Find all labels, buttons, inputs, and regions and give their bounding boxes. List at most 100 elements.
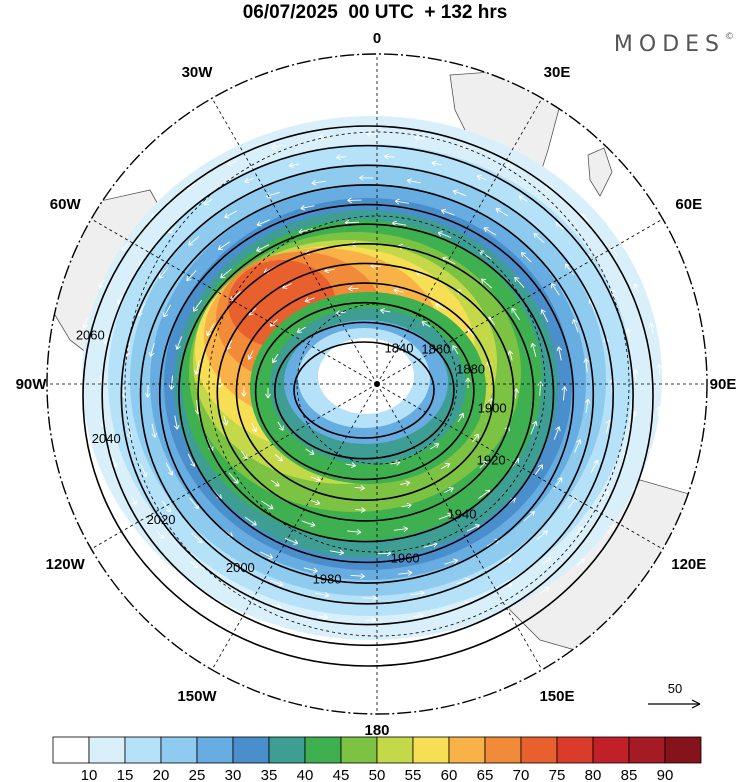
lat-lon-grid (47, 54, 707, 714)
wind-vector (298, 228, 313, 233)
wind-vector (605, 419, 611, 434)
wind-vector-head (530, 342, 537, 348)
wind-vector-head (656, 406, 662, 411)
colorbar-tick-label: 20 (153, 767, 170, 782)
wind-vector (147, 554, 155, 562)
wind-vector-head (224, 213, 230, 219)
geopotential-contours: 1840 1860 1880 1900 1920 1940 1960 1980 2000 2020… (76, 125, 654, 667)
wind-speed-core (318, 338, 414, 414)
colorbar-swatch (520, 736, 558, 764)
wind-vector (551, 283, 560, 296)
wind-vector-head (414, 134, 420, 141)
wind-vector (488, 316, 496, 326)
wind-vector (444, 487, 454, 493)
wind-vector-head (265, 393, 271, 399)
wind-vector-head (271, 144, 277, 150)
wind-vector-head (511, 307, 517, 313)
wind-vector-head (403, 526, 409, 532)
wind-vector-head (188, 240, 194, 246)
wind-vector (151, 423, 156, 438)
wind-vector (161, 500, 171, 513)
colorbar-swatch (88, 736, 126, 764)
wind-vector-head (158, 273, 164, 279)
wind-vector-head (514, 276, 520, 282)
wind-vector (248, 350, 254, 360)
wind-vector-head (360, 485, 365, 491)
wind-vector (269, 319, 278, 327)
wind-vector-head (315, 499, 321, 506)
wind-vector (345, 463, 356, 467)
colorbar-swatch (628, 736, 666, 764)
wind-vector (140, 463, 147, 478)
wind-vector (336, 156, 347, 158)
wind-vector-head (447, 512, 453, 519)
contour-line (274, 321, 455, 460)
wind-vector-head (163, 312, 169, 318)
wind-vector (440, 463, 451, 470)
contour-line (178, 223, 555, 564)
contour-line (254, 301, 475, 481)
colorbar-tick-label: 35 (261, 767, 278, 782)
colorbar-swatch (376, 736, 414, 764)
wind-vector (188, 235, 200, 246)
wind-vector-head (315, 476, 321, 482)
contour-label: 1900 (478, 401, 507, 416)
wind-vector (518, 195, 528, 202)
wind-vector (118, 520, 126, 530)
contour-line (82, 125, 654, 667)
wind-vector (76, 359, 79, 370)
wind-vector-head (565, 263, 571, 269)
brand-logo: MODES© (614, 32, 734, 57)
contour-label: 1920 (477, 452, 506, 467)
contour-label: 2060 (76, 327, 105, 342)
wind-vector-head (203, 199, 209, 205)
longitude-label: 120E (671, 556, 706, 573)
wind-vector-head (393, 287, 399, 294)
wind-vector (576, 558, 585, 566)
wind-vector (174, 415, 178, 430)
wind-vector-head (256, 246, 262, 252)
wind-vector (626, 328, 631, 339)
wind-vector (256, 244, 270, 252)
wind-vector-head (310, 521, 316, 528)
wind-vector (509, 350, 513, 361)
wind-vector-head (555, 426, 561, 432)
wind-vector (301, 520, 316, 526)
wind-vector (657, 406, 660, 417)
wind-vector (472, 433, 479, 443)
wind-vector-head (222, 420, 229, 426)
wind-vector (477, 175, 487, 181)
wind-vector-head (633, 283, 639, 289)
wind-vector (272, 353, 279, 363)
wind-vector (540, 587, 550, 594)
colorbar-tick-label: 10 (81, 767, 98, 782)
wind-vector-head (545, 557, 552, 563)
wind-vector (305, 448, 315, 455)
wind-vector-head (584, 398, 591, 404)
wind-vector-head (458, 412, 464, 419)
wind-vector-head (242, 454, 248, 460)
longitude-label: 150E (539, 688, 574, 705)
wind-vector-head (366, 131, 371, 137)
wind-vector-head (371, 617, 376, 623)
wind-vector-head (300, 204, 306, 211)
wind-vector-head (278, 581, 284, 587)
wind-vector-head (384, 153, 389, 160)
wind-vector (244, 177, 254, 183)
wind-vector (459, 602, 470, 607)
wind-vector-head (360, 573, 365, 579)
wind-vector-head (247, 354, 253, 360)
wind-vector (658, 364, 661, 375)
wind-vector (121, 242, 129, 252)
wind-vector-head (185, 585, 191, 591)
wind-vector-head (632, 369, 639, 374)
wind-vector (83, 318, 88, 329)
wind-vector (384, 155, 395, 158)
wind-vector-head (356, 529, 362, 535)
wind-vector (271, 145, 282, 149)
wind-vector-head (244, 177, 250, 184)
wind-vector (111, 457, 117, 468)
wind-vector (189, 561, 199, 568)
wind-vector-head (421, 321, 427, 327)
colorbar-swatch (340, 736, 378, 764)
